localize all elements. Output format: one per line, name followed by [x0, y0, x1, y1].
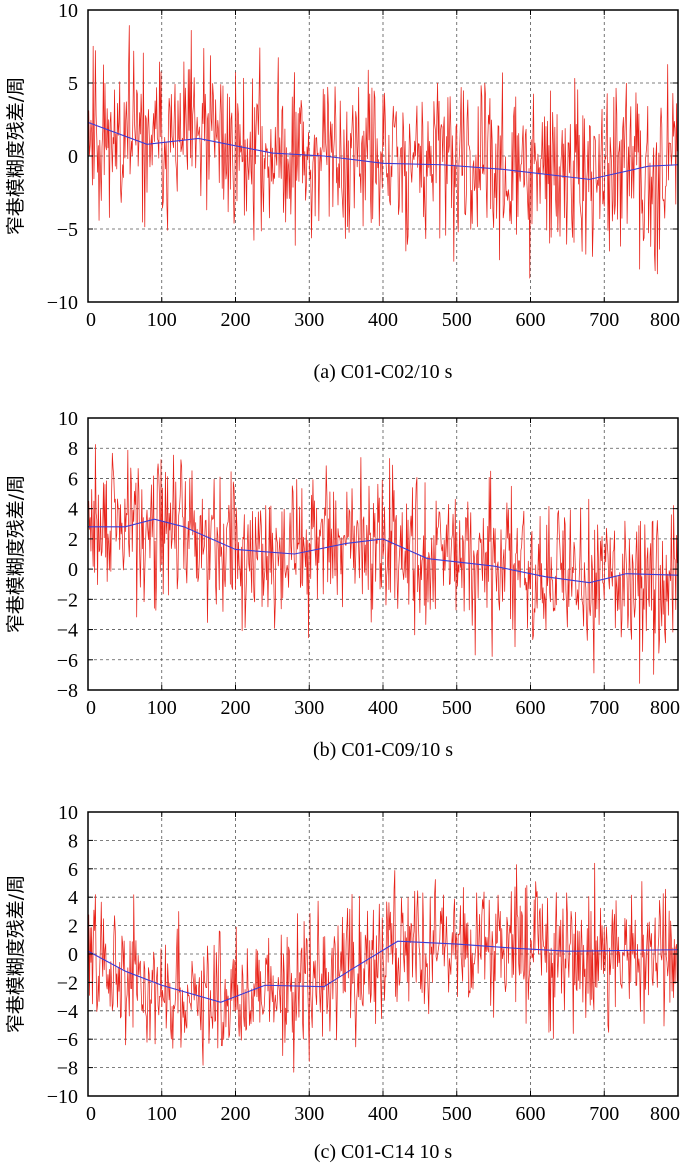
- x-tick-label: 300: [294, 697, 324, 719]
- series-trend-line: [87, 121, 679, 180]
- y-tick-label: −8: [57, 1058, 78, 1080]
- y-tick-label: 0: [68, 944, 78, 966]
- y-axis-label: 窄巷模糊度残差/周: [5, 475, 27, 633]
- y-tick-label: −4: [57, 620, 78, 642]
- chart-caption: (c) C01-C14 10 s: [314, 1141, 453, 1163]
- x-tick-label: 500: [442, 309, 472, 331]
- x-tick-label: 200: [221, 1103, 251, 1125]
- x-tick-label: 600: [516, 1103, 546, 1125]
- y-tick-label: 2: [68, 916, 78, 938]
- x-tick-label: 0: [86, 697, 96, 719]
- x-tick-label: 0: [86, 309, 96, 331]
- chart-caption: (b) C01-C09/10 s: [313, 739, 453, 761]
- y-tick-label: −4: [57, 1001, 78, 1023]
- y-tick-label: 2: [68, 529, 78, 551]
- y-tick-label: −2: [57, 589, 78, 611]
- x-tick-label: 800: [650, 309, 680, 331]
- y-tick-label: 0: [68, 559, 78, 581]
- y-tick-label: 6: [68, 468, 78, 490]
- chart-panel-1: 0 100 200 300 400 500 600 700 800 −10 −5 0 5 10 窄巷模糊度残…: [5, 0, 680, 383]
- y-tick-label: 10: [58, 0, 78, 22]
- x-tick-label: 500: [442, 697, 472, 719]
- y-tick-label: −10: [47, 1086, 78, 1108]
- y-axis-label: 窄巷模糊度残差/周: [5, 77, 27, 235]
- x-tick-label: 200: [221, 309, 251, 331]
- x-tick-label: 600: [516, 309, 546, 331]
- y-tick-label: 5: [68, 73, 78, 95]
- chart-panel-3: 0 100 200 300 400 500 600 700 800 −10 −8 −6 −4 −2 0 2 4 6…: [5, 802, 680, 1163]
- y-tick-label: 4: [68, 499, 78, 521]
- chart-caption: (a) C01-C02/10 s: [314, 361, 453, 383]
- x-tick-label: 100: [147, 697, 177, 719]
- x-tick-label: 800: [650, 1103, 680, 1125]
- y-tick-label: 8: [68, 830, 78, 852]
- y-tick-label: −6: [57, 1029, 78, 1051]
- y-tick-label: 6: [68, 859, 78, 881]
- x-tick-label: 300: [294, 309, 324, 331]
- y-tick-label: −10: [47, 292, 78, 314]
- x-tick-label: 700: [589, 697, 619, 719]
- y-tick-label: 0: [68, 146, 78, 168]
- x-tick-label: 600: [516, 697, 546, 719]
- series-residual-line: [87, 444, 678, 684]
- x-tick-label: 700: [589, 309, 619, 331]
- y-tick-label: 10: [58, 802, 78, 824]
- y-tick-label: 4: [68, 887, 78, 909]
- x-tick-label: 200: [221, 697, 251, 719]
- y-tick-label: 10: [58, 408, 78, 430]
- x-tick-label: 400: [368, 309, 398, 331]
- x-tick-label: 700: [589, 1103, 619, 1125]
- x-tick-label: 500: [442, 1103, 472, 1125]
- x-tick-label: 100: [147, 1103, 177, 1125]
- x-tick-label: 300: [294, 1103, 324, 1125]
- series-residual-line: [87, 862, 678, 1073]
- series-residual-line: [87, 25, 678, 279]
- x-tick-label: 400: [368, 697, 398, 719]
- x-tick-label: 800: [650, 697, 680, 719]
- y-tick-label: 8: [68, 438, 78, 460]
- series-trend-line: [88, 518, 679, 584]
- x-tick-label: 0: [86, 1103, 96, 1125]
- y-tick-label: −2: [57, 972, 78, 994]
- y-tick-label: −5: [57, 219, 78, 241]
- y-axis-label: 窄巷模糊度残差/周: [5, 875, 27, 1033]
- chart-panel-2: 0 100 200 300 400 500 600 700 800 −8 −6 −4 −2 0 2 4 6 8 10…: [5, 408, 680, 761]
- y-tick-label: −6: [57, 650, 78, 672]
- x-tick-label: 400: [368, 1103, 398, 1125]
- series-trend-line: [87, 940, 679, 1003]
- x-tick-label: 100: [147, 309, 177, 331]
- y-tick-label: −8: [57, 680, 78, 702]
